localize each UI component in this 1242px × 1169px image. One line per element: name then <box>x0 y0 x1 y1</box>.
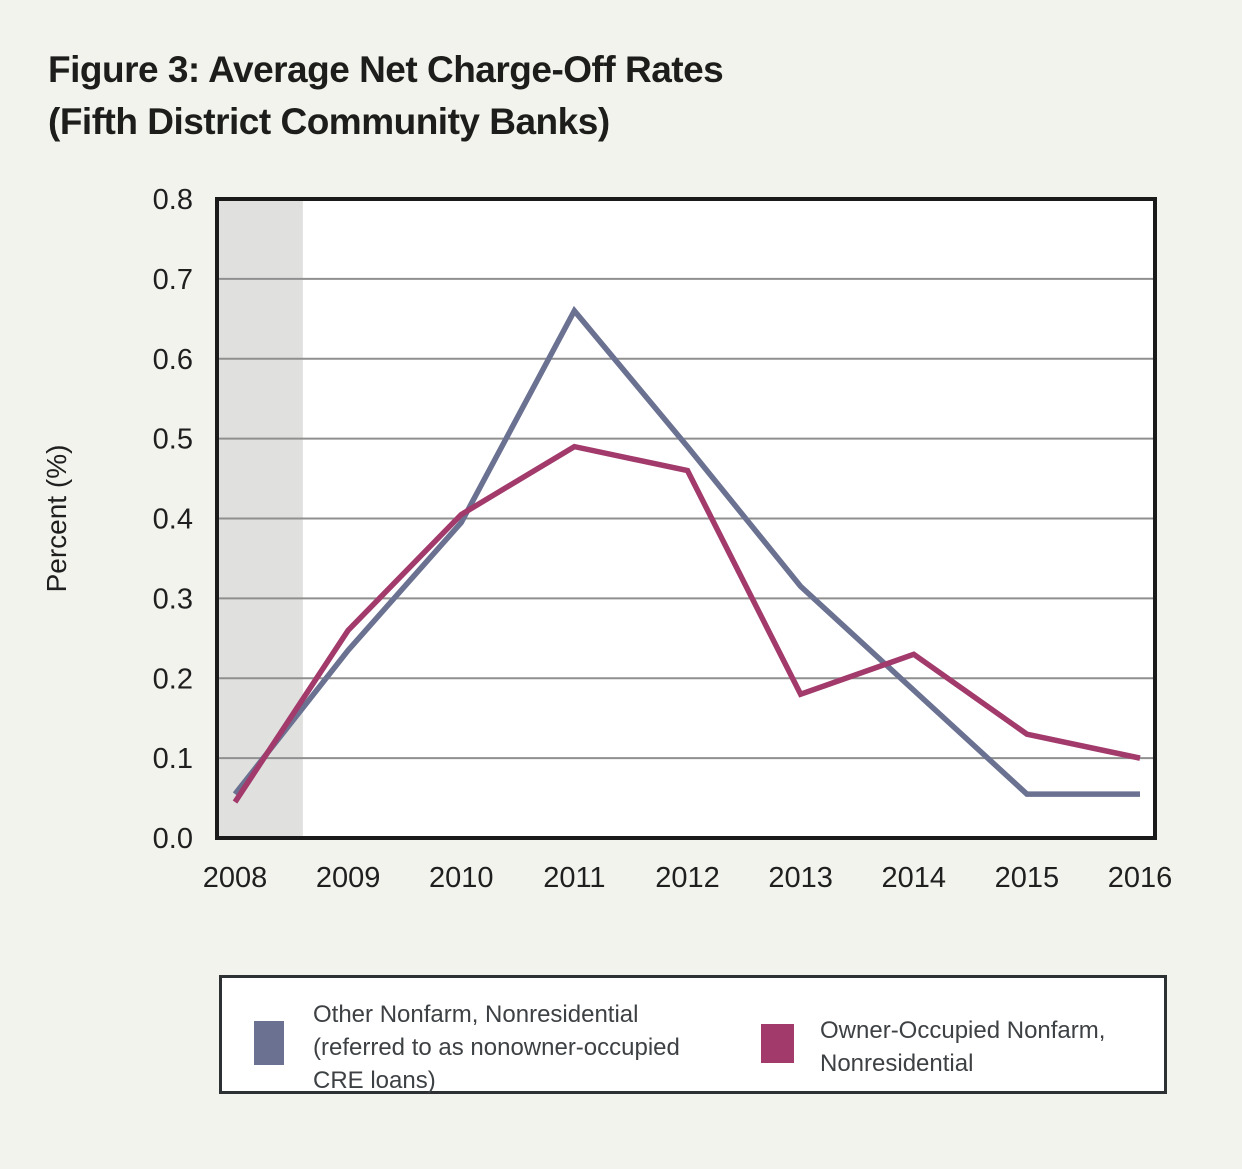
x-tick-label: 2010 <box>429 862 494 894</box>
y-tick-label: 0.2 <box>153 663 193 695</box>
figure-title-line1: Figure 3: Average Net Charge-Off Rates <box>48 49 724 90</box>
legend-label-line: Owner-Occupied Nonfarm, <box>820 1017 1106 1044</box>
series-line-other-nonfarm <box>232 305 1140 797</box>
line-chart: 0.0 0.1 0.2 0.3 0.4 0.5 0.6 0.7 0.8 2008 2009 2010 2… <box>41 184 1173 894</box>
y-tick-label: 0.4 <box>153 504 193 536</box>
y-tick-label: 0.7 <box>153 264 193 296</box>
legend-label-line: CRE loans) <box>313 1067 436 1094</box>
x-tick-label: 2011 <box>543 862 605 894</box>
legend-label-owner-occupied: Owner-Occupied Nonfarm, Nonresidential <box>820 1014 1105 1080</box>
legend-label-line: Other Nonfarm, Nonresidential <box>313 1001 639 1028</box>
y-tick-label: 0.0 <box>153 823 193 855</box>
legend-label-other-nonfarm: Other Nonfarm, Nonresidential (referred … <box>313 998 680 1097</box>
series-line-owner-occupied <box>232 443 1141 804</box>
x-tick-label: 2014 <box>881 862 946 894</box>
legend: Other Nonfarm, Nonresidential (referred … <box>219 975 1167 1094</box>
legend-swatch-other-nonfarm <box>254 1021 284 1065</box>
x-tick-label: 2015 <box>995 862 1060 894</box>
x-tick-label: 2012 <box>655 862 720 894</box>
x-tick-label: 2008 <box>203 862 268 894</box>
legend-swatch-owner-occupied <box>761 1024 794 1063</box>
x-tick-label: 2016 <box>1108 862 1173 894</box>
figure-title: Figure 3: Average Net Charge-Off Rates (… <box>48 44 724 148</box>
y-tick-label: 0.6 <box>153 344 193 376</box>
y-axis-title: Percent (%) <box>41 445 72 593</box>
y-tick-label: 0.1 <box>153 743 193 775</box>
y-tick-label: 0.3 <box>153 583 193 615</box>
y-tick-label: 0.5 <box>153 424 193 456</box>
y-tick-label: 0.8 <box>153 184 193 216</box>
x-tick-label: 2013 <box>768 862 833 894</box>
legend-label-line: Nonresidential <box>820 1050 974 1077</box>
legend-label-line: (referred to as nonowner-occupied <box>313 1034 680 1061</box>
figure-title-line2: (Fifth District Community Banks) <box>48 101 610 142</box>
plot-border <box>215 197 1157 840</box>
x-tick-label: 2009 <box>316 862 381 894</box>
